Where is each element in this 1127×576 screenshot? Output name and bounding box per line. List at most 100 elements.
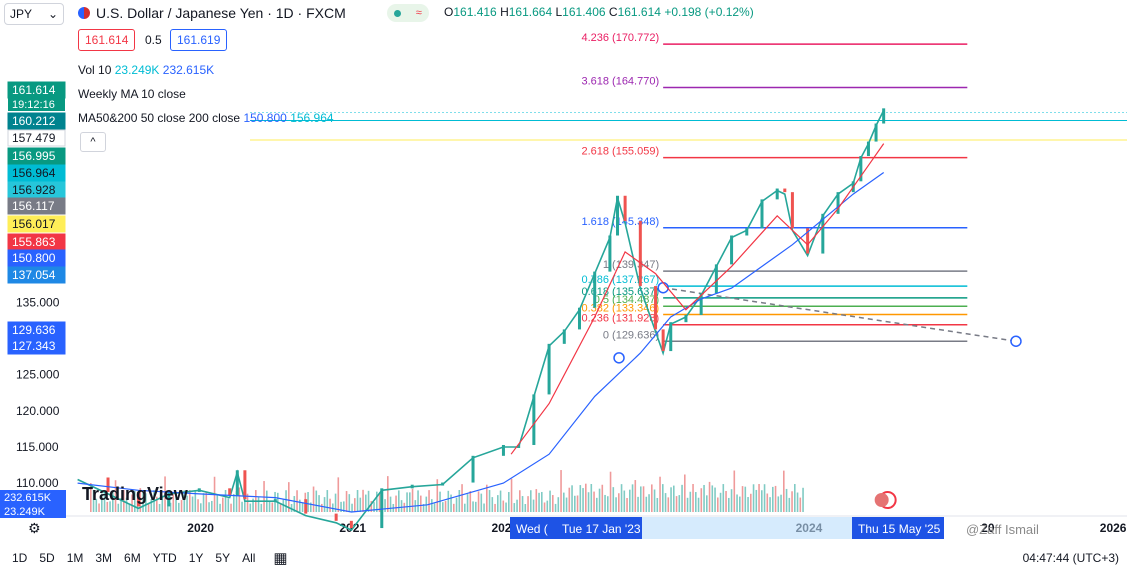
sell-price-button[interactable]: 161.614 — [78, 29, 136, 51]
candle — [661, 329, 665, 352]
volume-bar — [241, 501, 243, 512]
ma-label: MA50&200 50 close 200 close — [78, 111, 241, 125]
trend-line[interactable] — [663, 286, 1017, 342]
volume-bar — [700, 488, 703, 512]
ohlc-readout: O161.416 H161.664 L161.406 C161.614 +0.1… — [444, 5, 754, 19]
volume-bar — [354, 498, 356, 512]
x-tick-label: 20 — [981, 521, 995, 535]
volume-bar — [530, 490, 532, 512]
volume-bar — [516, 499, 518, 512]
volume-bar — [378, 493, 381, 512]
calendar-icon[interactable]: ▦ — [273, 550, 288, 567]
volume-legend[interactable]: Vol 10 23.249K 232.615K — [78, 63, 214, 77]
candle — [821, 213, 825, 254]
timeframe-5d[interactable]: 5D — [39, 551, 55, 565]
volume-bar — [662, 484, 664, 512]
chevron-down-icon: ⌄ — [47, 7, 58, 21]
clock[interactable]: 04:47:44 (UTC+3) — [1022, 551, 1119, 565]
volume-bar — [488, 490, 491, 512]
volume-bar — [422, 503, 425, 512]
timeframe-1y[interactable]: 1Y — [188, 551, 204, 565]
low-label: L — [555, 5, 563, 19]
buy-price-button[interactable]: 161.619 — [170, 29, 228, 51]
timeframe-ytd[interactable]: YTD — [152, 551, 177, 565]
volume-bar — [455, 497, 458, 512]
series-line-usdjpy-close[interactable] — [77, 110, 885, 532]
price-badge-label: 156.964 — [12, 166, 56, 180]
timeframe-all[interactable]: All — [242, 551, 256, 565]
symbol-text: JPY — [10, 7, 33, 21]
volume-bar — [664, 493, 667, 512]
volume-bar — [601, 484, 604, 512]
candle — [623, 195, 627, 222]
volume-bar — [447, 490, 450, 512]
volume-bar — [450, 494, 452, 512]
candle — [304, 499, 308, 514]
volume-bar — [620, 484, 623, 512]
candle — [547, 343, 551, 395]
ma-legend[interactable]: MA50&200 50 close 200 close 150.800 156.… — [78, 111, 334, 125]
volume-bar — [125, 497, 128, 512]
price-badge — [7, 337, 66, 355]
volume-bar — [395, 495, 397, 512]
candle — [760, 199, 764, 229]
volume-bar — [651, 484, 653, 512]
volume-bar — [183, 490, 186, 512]
volume-bar — [706, 495, 708, 512]
symbol-search-box[interactable]: JPY ⌄ — [4, 3, 64, 25]
timeframe-3m[interactable]: 3M — [95, 551, 113, 565]
volume-bar — [326, 490, 329, 512]
series-line-ma-200[interactable] — [77, 172, 885, 513]
timeframe-1m[interactable]: 1M — [66, 551, 84, 565]
series-line-ma-50[interactable] — [510, 143, 885, 455]
volume-bar — [257, 497, 260, 512]
volume-bar — [510, 478, 513, 512]
candle — [638, 221, 642, 287]
volume-bar — [629, 489, 631, 512]
volume-bar — [384, 499, 386, 512]
price-badge — [7, 129, 66, 147]
volume-bar — [117, 503, 120, 512]
volume-bar — [453, 503, 455, 512]
volume-bar — [604, 494, 606, 512]
candle — [501, 444, 505, 456]
time-badge — [556, 517, 642, 539]
settings-gear-icon[interactable]: ⚙ — [28, 521, 41, 537]
market-status-pill[interactable]: ≈ — [387, 4, 429, 22]
volume-bar — [464, 503, 466, 512]
volume-bar — [538, 492, 540, 512]
ma50-value: 150.800 — [243, 111, 287, 125]
volume-bar — [290, 503, 293, 512]
volume-bar — [172, 492, 175, 512]
trend-handle-icon[interactable] — [1010, 335, 1022, 347]
candle — [684, 314, 688, 323]
volume-bar — [574, 495, 576, 512]
volume-bar — [472, 501, 474, 512]
anchor-handle-icon[interactable] — [613, 352, 625, 364]
candle — [669, 322, 673, 352]
volume-bar — [494, 503, 496, 512]
y-tick-label: 115.000 — [16, 440, 59, 454]
collapse-legend-button[interactable]: ^ — [80, 132, 106, 152]
volume-bar — [675, 496, 678, 512]
volume-bar — [554, 503, 557, 512]
volume-bar — [571, 485, 573, 512]
ma200-value: 156.964 — [290, 111, 334, 125]
chart-title[interactable]: U.S. Dollar / Japanese Yen · 1D · FXCM — [78, 5, 346, 21]
timeframe-1d[interactable]: 1D — [12, 551, 28, 565]
volume-bar — [689, 491, 692, 512]
price-badge-label: 127.343 — [12, 339, 56, 353]
timeframe-5y[interactable]: 5Y — [215, 551, 231, 565]
volume-bar — [461, 484, 463, 512]
volume-bar — [659, 476, 661, 512]
volume-bar — [475, 501, 477, 512]
timeframe-group: 1D 5D 1M 3M 6M YTD 1Y 5Y All — [0, 551, 255, 565]
volume-bar — [744, 486, 747, 512]
timeframe-6m[interactable]: 6M — [124, 551, 141, 565]
volume-bar — [180, 500, 183, 512]
price-badge-label: 155.863 — [12, 235, 56, 249]
weekly-ma-legend[interactable]: Weekly MA 10 close — [78, 87, 186, 101]
candle — [471, 455, 475, 483]
